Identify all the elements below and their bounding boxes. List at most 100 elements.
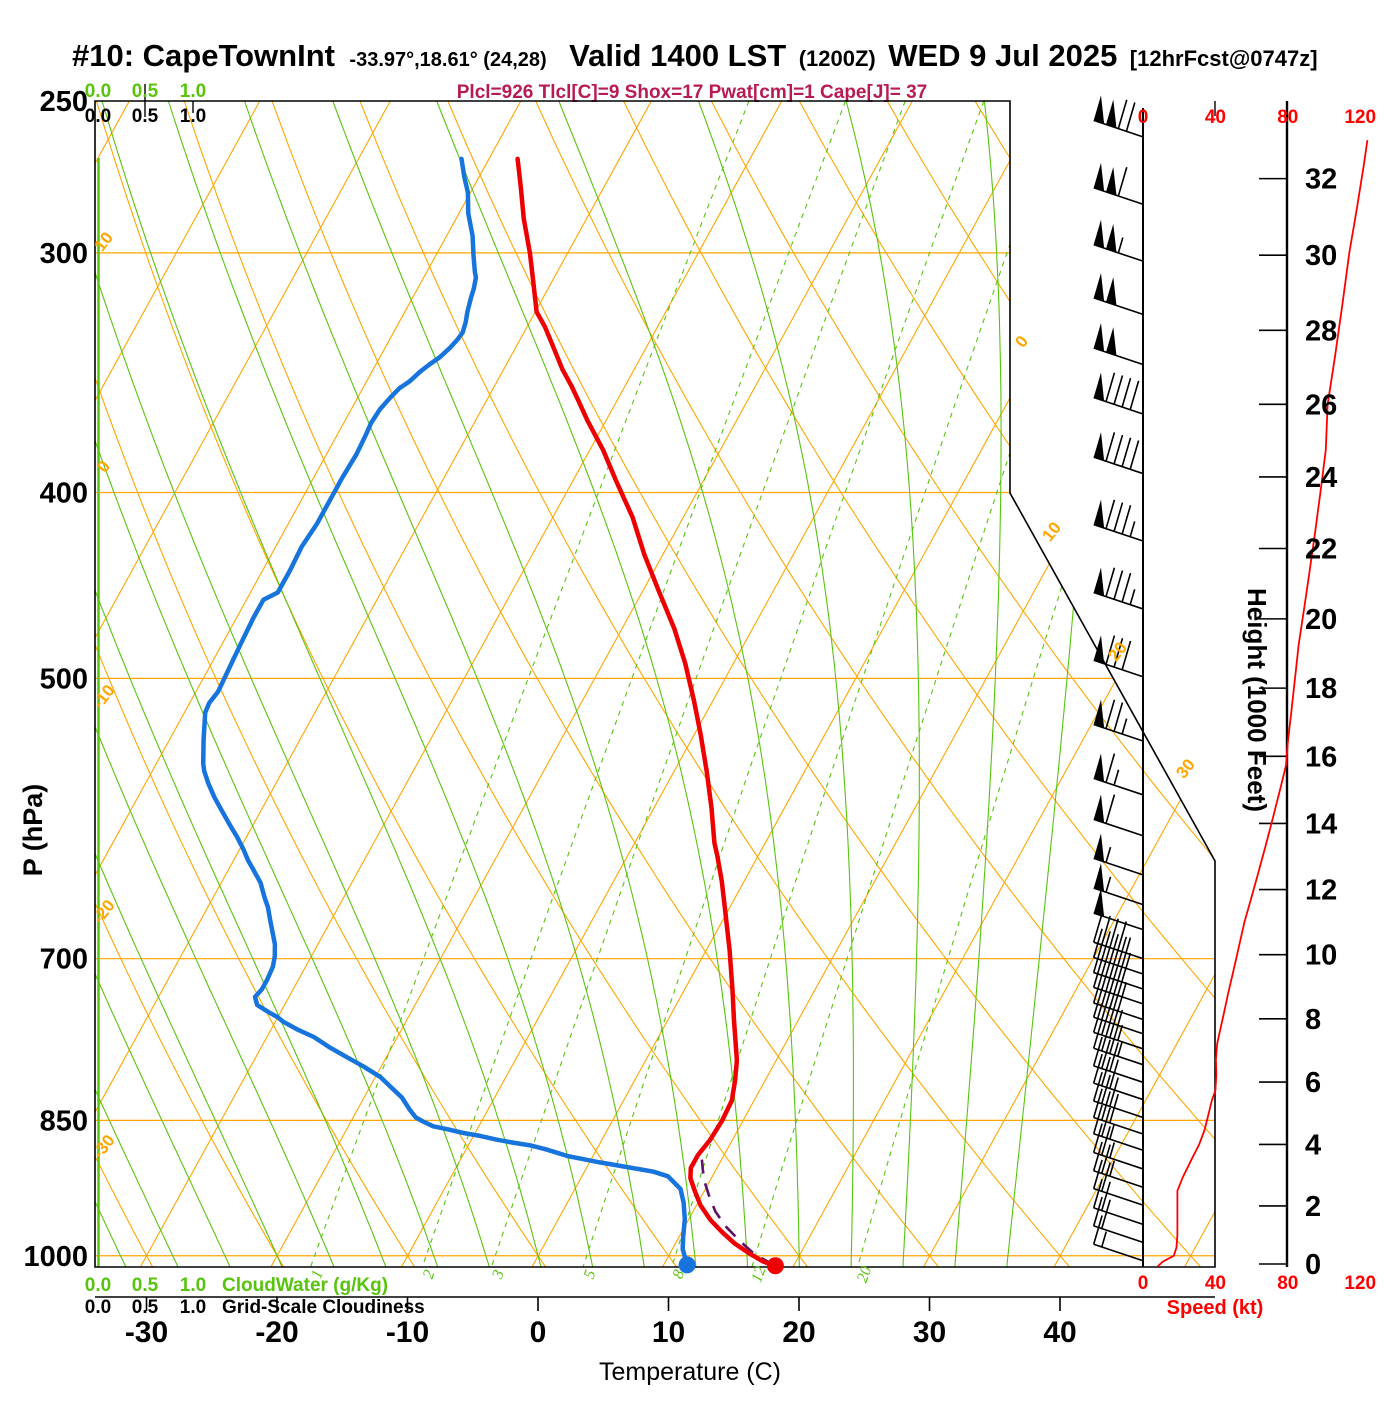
pressure-tick-label-1000: 1000	[23, 1241, 88, 1273]
moist-adiabat-24	[699, 101, 854, 1280]
height-tick-label-12: 12	[1305, 875, 1337, 907]
moist-adiabat-36	[1005, 101, 1103, 1280]
cloudiness-tick-top-1.0: 1.0	[180, 106, 206, 127]
barb-full	[1106, 373, 1114, 402]
pressure-tick-label-300: 300	[40, 238, 88, 270]
barb-half	[1130, 589, 1134, 604]
params-line: Plcl=926 Tlcl[C]=9 Shox=17 Pwat[cm]=1 Ca…	[457, 82, 927, 103]
barb-full	[1122, 505, 1130, 534]
barb-full	[1106, 795, 1114, 824]
cloudwater-tick-top-0.0: 0.0	[85, 81, 111, 102]
wind-barb-364	[1094, 373, 1143, 414]
temp-tick-label--30: -30	[125, 1316, 168, 1349]
barb-half	[1126, 938, 1130, 953]
isotherm--20	[271, 101, 912, 1267]
speed-tick-top-80: 80	[1277, 107, 1298, 128]
speed-tick-bottom-120: 120	[1344, 1273, 1376, 1294]
sounding-curves	[203, 159, 784, 1274]
cloudwater-tick-bottom-0.0: 0.0	[85, 1275, 111, 1296]
theta-label--20: -20	[89, 896, 119, 927]
moist-adiabat--24	[0, 101, 236, 1280]
barb-pennant	[1094, 432, 1104, 460]
speed-tick-top-40: 40	[1205, 107, 1226, 128]
height-tick-label-4: 4	[1305, 1129, 1321, 1161]
pressure-tick-label-250: 250	[40, 86, 88, 118]
surface-dewpoint-dot	[679, 1256, 696, 1273]
theta-label--10: -10	[89, 681, 119, 712]
cloudiness-tick-bottom-0.5: 0.5	[132, 1297, 159, 1318]
barb-full	[1094, 913, 1102, 942]
isotherm-label-20: 20	[1104, 638, 1131, 665]
mixing-ratio-label-2: 2	[420, 1268, 439, 1281]
pressure-tick-label-400: 400	[40, 478, 88, 510]
barb-pennant	[1094, 888, 1104, 916]
title-station: #10: CapeTownInt	[72, 38, 335, 73]
barb-half	[1106, 877, 1110, 892]
barb-pennant	[1094, 635, 1104, 663]
dry-adiabat--40	[0, 94, 29, 1282]
pressure-tick-label-850: 850	[40, 1105, 88, 1137]
barb-full	[1114, 435, 1122, 464]
cloudwater-tick-bottom-0.5: 0.5	[132, 1275, 159, 1296]
cloudiness-axis-title: Grid-Scale Cloudiness	[222, 1297, 425, 1318]
mixing-ratio-label-3: 3	[489, 1268, 508, 1282]
barb-half	[1106, 847, 1110, 862]
barb-full	[1106, 500, 1114, 529]
height-tick-label-26: 26	[1305, 389, 1337, 421]
theta-label-0: 0	[93, 457, 114, 476]
dry-adiabat-80	[708, 94, 1400, 1282]
barb-half	[1114, 770, 1118, 785]
cloudiness-tick-top-0.5: 0.5	[132, 106, 159, 127]
wind-barb-391	[1094, 432, 1143, 473]
mixing-ratio-line-8	[668, 101, 1060, 1280]
wind-barb-676	[1094, 888, 1143, 929]
speed-axis-title: Speed (kt)	[1167, 1297, 1264, 1319]
barb-full	[1118, 167, 1126, 196]
barb-pennant	[1094, 833, 1104, 861]
moist-adiabat-16	[437, 101, 749, 1280]
pressure-axis-title: P (hPa)	[18, 784, 48, 877]
barb-full	[1106, 432, 1114, 461]
speed-tick-top-0: 0	[1138, 107, 1149, 128]
barb-pennant	[1094, 95, 1104, 123]
speed-tick-bottom-0: 0	[1138, 1273, 1149, 1294]
barb-full	[1130, 381, 1138, 410]
wind-barb-303	[1094, 220, 1143, 261]
barb-pennant	[1094, 323, 1104, 351]
wind-barb-261	[1094, 95, 1143, 136]
mixing-ratio-line-20	[854, 101, 1218, 1280]
wind-barb-539	[1094, 700, 1143, 741]
wind-barb-460	[1094, 567, 1143, 608]
temp-tick-label-30: 30	[913, 1316, 946, 1349]
barb-pennant	[1106, 167, 1116, 195]
pressure-tick-label-500: 500	[40, 663, 88, 695]
cloudiness-tick-bottom-0.0: 0.0	[85, 1297, 111, 1318]
height-tick-label-2: 2	[1305, 1191, 1321, 1223]
barb-full	[1122, 378, 1130, 407]
temp-tick-label-40: 40	[1043, 1316, 1076, 1349]
wind-barb-343	[1094, 323, 1143, 364]
barb-pennant	[1094, 273, 1104, 301]
temp-tick-label--20: -20	[255, 1316, 298, 1349]
wind-barb-323	[1094, 273, 1143, 314]
wind-barb-575	[1094, 753, 1143, 794]
barb-full	[1110, 919, 1118, 948]
isotherm-10	[663, 101, 1304, 1267]
wind-barb-753	[1094, 974, 1143, 1019]
height-tick-label-6: 6	[1305, 1067, 1321, 1099]
speed-tick-top-120: 120	[1344, 107, 1376, 128]
height-tick-label-32: 32	[1305, 164, 1337, 196]
height-axis-title: Height (1000 Feet)	[1242, 588, 1272, 812]
barb-pennant	[1094, 753, 1104, 781]
barb-pennant	[1106, 100, 1116, 128]
mixing-ratio-line-3	[487, 101, 905, 1280]
barb-pennant	[1106, 224, 1116, 252]
barb-pennant	[1106, 277, 1116, 305]
mixing-ratio-label-5: 5	[581, 1268, 600, 1281]
axis-labels: 0246810121416182022242628303225030040050…	[23, 81, 1376, 1349]
barb-pennant	[1094, 863, 1104, 891]
chart-title: #10: CapeTownInt -33.97°,18.61° (24,28) …	[72, 38, 1318, 73]
height-tick-label-30: 30	[1305, 240, 1337, 272]
height-tick-label-10: 10	[1305, 940, 1337, 972]
